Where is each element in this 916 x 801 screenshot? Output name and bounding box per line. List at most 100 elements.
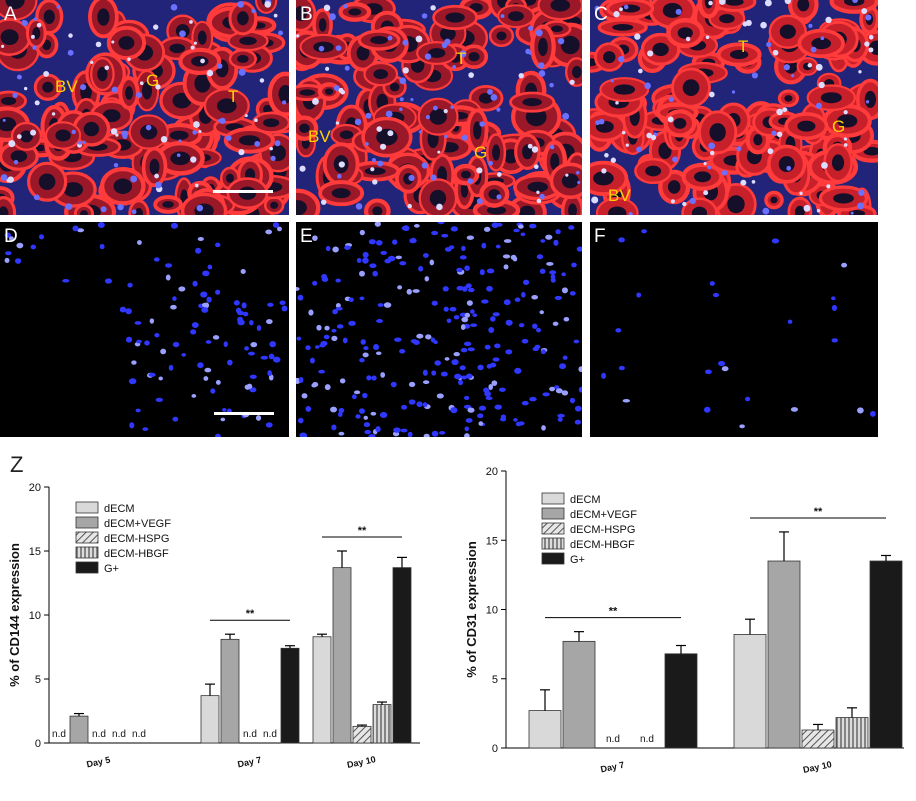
nucleus — [644, 82, 651, 90]
tubule-lumen — [102, 109, 121, 123]
legend-swatch — [541, 537, 565, 550]
nucleus — [549, 82, 554, 88]
tubule-lumen — [97, 66, 108, 82]
tubule-lumen — [263, 118, 280, 128]
nucleus — [12, 92, 18, 98]
nucleus — [646, 132, 652, 139]
y-tick-label: 15 — [29, 546, 41, 558]
nucleus — [312, 235, 318, 241]
nucleus — [554, 295, 563, 300]
nucleus — [521, 338, 529, 344]
nucleus — [538, 70, 546, 77]
nucleus — [477, 413, 484, 419]
nucleus — [496, 194, 502, 200]
nucleus — [373, 344, 380, 351]
nucleus — [534, 164, 539, 170]
nucleus — [416, 333, 424, 339]
tubule-lumen — [719, 13, 735, 24]
nucleus — [129, 422, 135, 429]
nucleus — [431, 370, 437, 376]
nucleus — [359, 296, 365, 301]
nucleus — [296, 34, 300, 38]
figure-label: Z — [10, 452, 24, 477]
nucleus — [335, 45, 342, 51]
nucleus — [237, 316, 243, 323]
nucleus — [71, 129, 76, 135]
nucleus — [320, 199, 327, 205]
nucleus — [623, 4, 629, 10]
tubule-lumen — [797, 120, 816, 132]
nucleus — [13, 159, 19, 165]
nucleus — [536, 327, 541, 333]
nucleus — [557, 417, 563, 422]
not-detected-label: n.d — [263, 729, 277, 740]
nucleus — [296, 286, 300, 291]
nucleus — [534, 344, 541, 349]
nucleus — [203, 376, 209, 381]
nucleus — [452, 64, 457, 69]
nucleus — [628, 212, 633, 215]
nucleus — [309, 357, 315, 364]
nucleus — [67, 49, 74, 56]
nucleus — [154, 181, 162, 189]
nucleus — [561, 390, 569, 396]
nucleus — [491, 380, 498, 386]
nucleus — [477, 364, 484, 371]
tubule-lumen — [296, 6, 307, 22]
nucleus — [459, 255, 467, 260]
nucleus — [437, 222, 445, 225]
panel-label: A — [4, 4, 17, 25]
nucleus — [312, 280, 318, 286]
nucleus — [250, 342, 258, 348]
nucleus — [312, 381, 319, 387]
nucleus — [267, 302, 274, 307]
nucleus — [119, 306, 127, 313]
nucleus — [790, 407, 798, 412]
nucleus — [198, 130, 202, 134]
cd144-bar-chart: 0 5 10 15 20 % of CD144 expression n.d n.d n.d n.… — [7, 482, 420, 770]
tubule-lumen — [263, 104, 272, 114]
tubule-lumen — [864, 90, 877, 108]
nucleus — [481, 299, 489, 304]
nucleus — [351, 394, 357, 400]
nucleus — [510, 254, 517, 260]
nucleus — [442, 286, 449, 292]
nucleus — [369, 263, 377, 269]
legend-label: G+ — [104, 563, 119, 575]
micrograph-panel-e: E — [296, 222, 582, 437]
nucleus — [625, 143, 629, 147]
tubule-lumen — [373, 69, 389, 80]
nucleus — [399, 261, 407, 266]
nucleus — [375, 351, 382, 356]
nucleus — [189, 20, 193, 24]
nucleus — [125, 308, 132, 315]
nucleus — [393, 427, 401, 433]
tubule-lumen — [372, 206, 383, 215]
nucleus — [265, 229, 273, 235]
nucleus — [503, 264, 509, 270]
nucleus — [192, 130, 198, 135]
structure-label: G — [474, 143, 487, 162]
x-category-label: Day 10 — [802, 759, 832, 775]
nucleus — [766, 41, 772, 48]
nucleus — [523, 279, 530, 286]
nucleus — [745, 396, 751, 402]
nucleus — [450, 226, 459, 232]
nucleus — [456, 267, 463, 273]
nucleus — [718, 0, 726, 5]
nucleus — [513, 228, 520, 233]
nucleus — [562, 112, 570, 120]
tubule-lumen — [63, 182, 84, 197]
nucleus — [861, 8, 868, 15]
nucleus — [857, 407, 864, 414]
nucleus — [618, 55, 625, 63]
tubule-lumen — [296, 200, 307, 215]
nucleus — [242, 311, 249, 317]
nucleus — [610, 79, 615, 83]
nucleus — [703, 162, 707, 166]
nucleus — [799, 191, 803, 196]
nucleus — [8, 236, 14, 241]
nucleus — [269, 146, 273, 151]
legend-label: dECM-HSPG — [570, 524, 635, 536]
nucleus — [421, 162, 428, 169]
